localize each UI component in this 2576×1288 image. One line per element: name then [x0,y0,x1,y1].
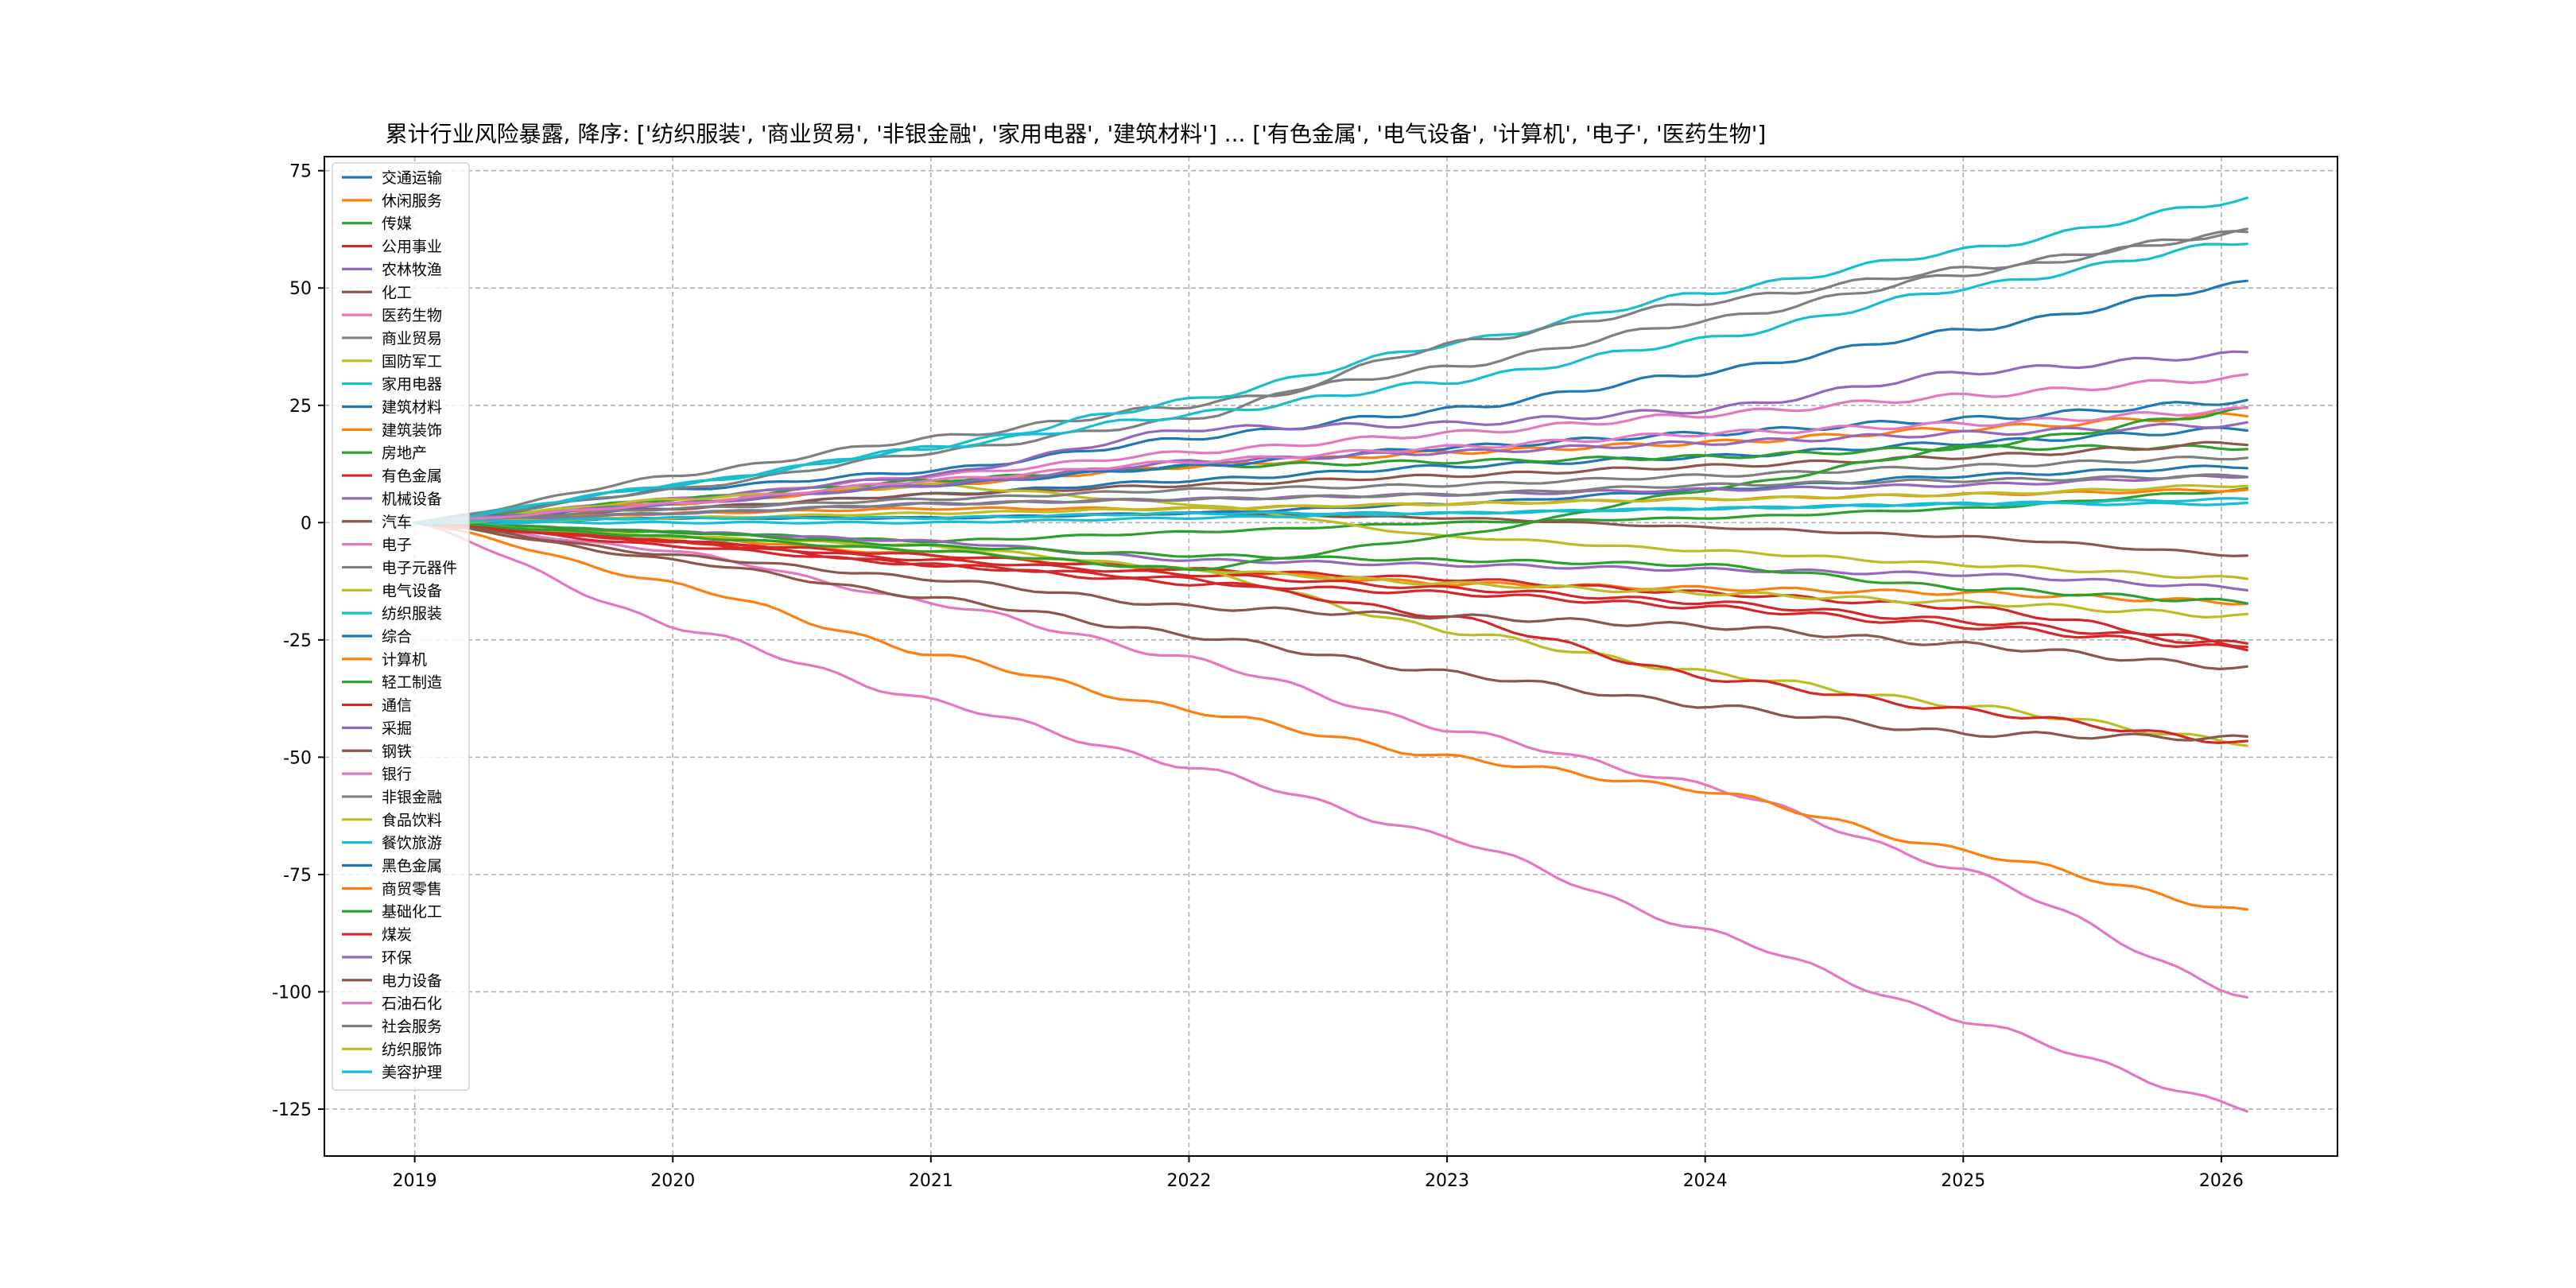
legend-label: 商贸零售 [382,880,442,898]
x-tick-label: 2019 [393,1171,437,1191]
series-line [413,196,2248,524]
legend-label: 化工 [382,284,412,301]
x-tick-label: 2020 [650,1171,695,1191]
legend-label: 餐饮旅游 [382,835,442,852]
series-lines [413,196,2248,1113]
legend-label: 石油石化 [382,995,442,1013]
x-tick-label: 2026 [2199,1171,2244,1191]
series-line [413,521,2248,652]
legend-label: 房地产 [382,444,427,462]
y-tick-label: 50 [289,279,312,299]
legend-label: 家用电器 [382,376,442,394]
y-tick-label: -100 [272,983,312,1003]
series-line [413,521,2248,744]
y-tick-label: -25 [283,631,312,651]
legend-label: 环保 [382,949,412,967]
series-line [413,521,2248,1113]
legend-label: 传媒 [382,215,412,233]
legend-label: 交通运输 [382,169,442,187]
legend-label: 煤炭 [382,926,412,944]
legend-label: 有色金属 [382,467,442,485]
y-tick-label: 0 [301,514,312,533]
legend-label: 美容护理 [382,1064,442,1081]
legend-label: 建筑材料 [382,399,442,417]
series-line [413,521,2248,747]
legend-label: 通信 [382,697,412,715]
legend-label: 采掘 [382,720,412,737]
legend-label: 社会服务 [382,1018,442,1035]
series-line [413,473,2248,524]
series-line [413,521,2248,649]
legend-label: 电子元器件 [382,559,457,576]
y-tick-label: -50 [283,748,312,768]
series-line [413,483,2248,580]
legend-label: 农林牧渔 [382,261,442,278]
legend-label: 公用事业 [382,239,442,256]
legend-label: 食品饮料 [382,812,442,829]
legend-label: 黑色金属 [382,858,442,875]
y-axis: 75 50 25 0 -25 -50 -75 -100 -125 [272,162,324,1120]
legend-label: 轻工制造 [382,674,442,692]
legend-box [332,162,470,1091]
legend-label: 国防军工 [382,353,442,370]
legend-label: 计算机 [382,651,427,669]
legend-label: 电气设备 [382,582,442,599]
series-line [413,521,2248,605]
legend-label: 机械设备 [382,491,442,508]
legend-label: 建筑装饰 [382,421,442,439]
legend-label: 医药生物 [382,307,442,324]
legend-label: 纺织服装 [382,605,442,623]
x-tick-label: 2021 [909,1171,953,1191]
legend-label: 电子 [382,537,412,554]
series-line [413,521,2248,999]
legend-label: 钢铁 [382,743,412,760]
legend-label: 汽车 [382,514,412,531]
y-tick-label: 75 [289,162,312,182]
legend-label: 休闲服务 [382,192,442,210]
legend-label: 基础化工 [382,903,442,921]
legend: 交通运输休闲服务传媒公用事业农林牧渔化工医药生物商业贸易国防军工家用电器建筑材料… [332,162,470,1091]
series-line [413,521,2248,911]
legend-label: 非银金融 [382,789,442,806]
x-tick-label: 2023 [1425,1171,1469,1191]
x-tick-label: 2022 [1166,1171,1211,1191]
x-axis: 2019 2020 2021 2022 2023 2024 2025 2026 [393,1156,2244,1191]
x-tick-label: 2025 [1941,1171,1985,1191]
x-tick-label: 2024 [1683,1171,1728,1191]
series-line [413,279,2248,524]
y-tick-label: -125 [272,1100,312,1120]
plot-frame [324,156,2338,1157]
series-line [413,483,2248,524]
series-line [413,230,2248,524]
series-line [413,406,2248,524]
chart-title: 累计行业风险暴露, 降序: ['纺织服装', '商业贸易', '非银金融', '… [386,121,1767,147]
series-line [413,405,2248,572]
legend-label: 纺织服饰 [382,1041,442,1058]
series-line [413,227,2248,524]
legend-label: 银行 [382,766,412,783]
legend-label: 商业贸易 [382,330,442,347]
legend-label: 综合 [382,628,412,646]
series-line [413,456,2248,524]
series-line [413,242,2248,524]
legend-label: 电力设备 [382,972,442,990]
series-line [413,521,2248,670]
series-line [413,521,2248,742]
series-line [413,501,2248,525]
y-tick-label: -75 [283,866,312,886]
y-tick-label: 25 [289,397,312,417]
